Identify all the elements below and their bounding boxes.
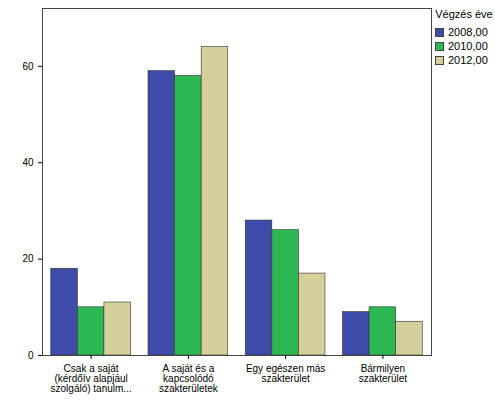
html-text:2012,00: 2012,00 [448, 54, 488, 66]
svg-text:60: 60 [22, 61, 34, 72]
html-text:2008,00: 2008,00 [448, 26, 488, 38]
svg-text:40: 40 [22, 157, 34, 168]
svg-text:Bármilyenszakterület: Bármilyenszakterület [359, 363, 408, 384]
svg-text:0: 0 [28, 350, 34, 361]
svg-text:A saját és akapcsolódószakterü: A saját és akapcsolódószakterületek [159, 363, 219, 394]
svg-text:Csak a saját(kérdőív alapjáuls: Csak a saját(kérdőív alapjáulszolgáló) t… [51, 363, 132, 394]
svg-text:20: 20 [22, 253, 34, 264]
html-text:2010,00: 2010,00 [448, 40, 488, 52]
html-text:Végzés éve: Végzés éve [435, 8, 493, 20]
svg-text:Egy egészen másszakterület: Egy egészen másszakterület [246, 363, 326, 384]
